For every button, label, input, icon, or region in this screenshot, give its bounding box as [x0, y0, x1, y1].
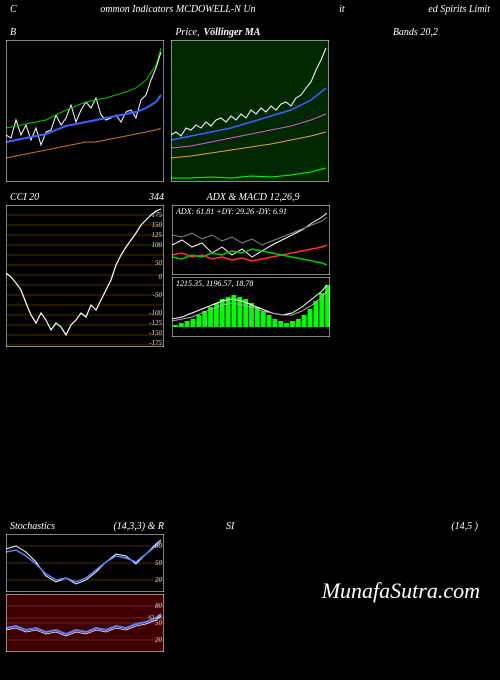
rsi-title-mid: SI — [226, 521, 234, 532]
price-ma-panel: Price, Völlinger MA — [171, 25, 332, 182]
price-ma-chart — [171, 40, 329, 182]
svg-text:-100: -100 — [149, 309, 162, 317]
hdr-mid2: it — [339, 4, 345, 15]
hdr-mid1: ommon Indicators MCDOWELL-N Un — [100, 4, 255, 15]
svg-text:125: 125 — [152, 231, 163, 239]
svg-text:-150: -150 — [149, 329, 162, 337]
macd-readout: 1215.35, 1196.57, 18.78 — [176, 279, 253, 288]
rsi-title-right: (14,5 ) — [451, 521, 478, 532]
cci-value: 344 — [149, 192, 164, 203]
stoch-title-left: Stochastics — [10, 521, 55, 532]
svg-text:50: 50 — [155, 259, 163, 267]
stoch-title-mid: (14,3,3) & R — [113, 521, 164, 532]
bollinger-panel: B — [6, 25, 167, 182]
adx-macd-panel: ADX & MACD 12,26,9 ADX: 61.81 +DY: 29.26… — [172, 190, 334, 347]
adx-title: ADX & MACD 12,26,9 — [206, 192, 299, 203]
svg-text:50: 50 — [155, 619, 163, 627]
page-header: C ommon Indicators MCDOWELL-N Un it ed S… — [0, 0, 500, 19]
bollinger-title: B — [10, 27, 16, 38]
cci-title: CCI 20 — [10, 192, 39, 203]
bollinger-chart — [6, 40, 164, 182]
price-title-left: Price, — [175, 27, 199, 38]
price-title-mid: Völlinger MA — [203, 27, 260, 38]
bands-title: Bands 20,2 — [393, 27, 438, 38]
svg-text:50: 50 — [155, 559, 163, 567]
svg-text:-175: -175 — [149, 339, 162, 347]
svg-text:80: 80 — [155, 602, 163, 610]
rsi-chart: 8063.435020 — [6, 594, 164, 652]
svg-text:175: 175 — [152, 211, 163, 219]
svg-text:-125: -125 — [149, 319, 162, 327]
svg-text:20: 20 — [155, 576, 163, 584]
hdr-left: C — [10, 4, 17, 15]
bands-label-panel: Bands 20,2 — [337, 25, 494, 182]
watermark: MunafaSutra.com — [322, 578, 480, 604]
svg-text:100: 100 — [152, 241, 163, 249]
stoch-panel: Stochastics (14,3,3) & R 805020 8063.435… — [6, 519, 168, 652]
svg-text:80: 80 — [155, 542, 163, 550]
svg-text:0: 0 — [159, 273, 163, 281]
stoch-chart: 80 50 20 — [6, 534, 164, 592]
hdr-right: ed Spirits Limit — [428, 4, 490, 15]
svg-text:150: 150 — [152, 221, 163, 229]
cci-panel: CCI 20 344 175 150 125 100 50 0 -50 -100 -125 -15… — [6, 190, 168, 347]
svg-text:20: 20 — [155, 636, 163, 644]
adx-readout: ADX: 61.81 +DY: 29.26 -DY: 6.91 — [176, 207, 287, 216]
svg-text:-50: -50 — [153, 291, 163, 299]
cci-chart: 175 150 125 100 50 0 -50 -100 -125 -150 -175 — [6, 205, 164, 347]
